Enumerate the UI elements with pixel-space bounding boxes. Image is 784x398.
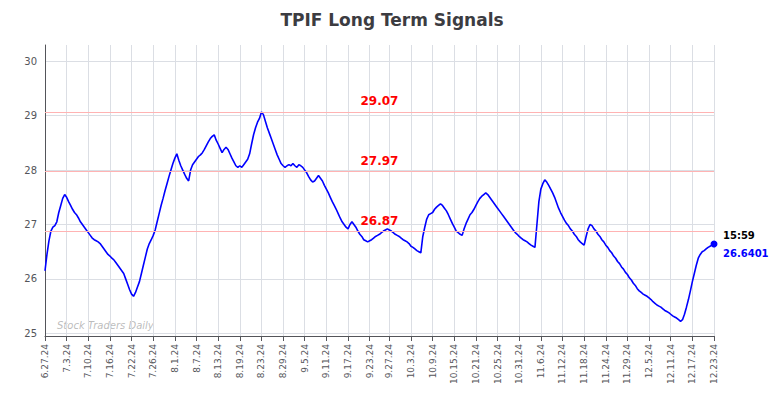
svg-text:11.24.24: 11.24.24 xyxy=(601,344,611,384)
svg-text:8.13.24: 8.13.24 xyxy=(213,344,223,379)
svg-text:26.6401: 26.6401 xyxy=(723,248,769,259)
svg-text:9.11.24: 9.11.24 xyxy=(321,344,331,379)
svg-text:27.97: 27.97 xyxy=(361,154,399,168)
svg-text:8.1.24: 8.1.24 xyxy=(170,344,180,373)
svg-text:26: 26 xyxy=(24,273,37,284)
svg-text:25: 25 xyxy=(24,328,37,339)
svg-text:15:59: 15:59 xyxy=(723,230,755,241)
svg-text:10.25.24: 10.25.24 xyxy=(493,344,503,384)
svg-text:26.87: 26.87 xyxy=(361,214,399,228)
svg-text:29.07: 29.07 xyxy=(361,94,399,108)
svg-text:7.26.24: 7.26.24 xyxy=(148,344,158,379)
svg-text:9.23.24: 9.23.24 xyxy=(365,344,375,379)
svg-text:10.15.24: 10.15.24 xyxy=(449,344,459,384)
svg-text:7.10.24: 7.10.24 xyxy=(83,344,93,379)
svg-text:10.9.24: 10.9.24 xyxy=(428,344,438,379)
svg-text:9.17.24: 9.17.24 xyxy=(343,344,353,379)
svg-text:8.19.24: 8.19.24 xyxy=(235,344,245,379)
svg-text:12.23.24: 12.23.24 xyxy=(709,344,719,384)
svg-text:8.23.24: 8.23.24 xyxy=(256,344,266,379)
svg-text:11.29.24: 11.29.24 xyxy=(622,344,632,384)
svg-text:12.11.24: 12.11.24 xyxy=(666,344,676,384)
svg-text:6.27.24: 6.27.24 xyxy=(40,344,50,379)
svg-text:12.5.24: 12.5.24 xyxy=(644,344,654,379)
svg-text:11.18.24: 11.18.24 xyxy=(579,344,589,384)
svg-text:11.6.24: 11.6.24 xyxy=(536,344,546,379)
svg-text:TPIF Long Term Signals: TPIF Long Term Signals xyxy=(280,10,503,30)
svg-text:11.12.24: 11.12.24 xyxy=(557,344,567,384)
svg-text:12.17.24: 12.17.24 xyxy=(687,344,697,384)
svg-text:10.31.24: 10.31.24 xyxy=(514,344,524,384)
svg-text:29: 29 xyxy=(24,110,37,121)
svg-text:7.16.24: 7.16.24 xyxy=(105,344,115,379)
svg-text:9.27.24: 9.27.24 xyxy=(384,344,394,379)
svg-text:9.5.24: 9.5.24 xyxy=(300,344,310,373)
svg-text:10.21.24: 10.21.24 xyxy=(471,344,481,384)
svg-text:7.22.24: 7.22.24 xyxy=(127,344,137,379)
svg-text:7.3.24: 7.3.24 xyxy=(62,344,72,373)
svg-text:10.3.24: 10.3.24 xyxy=(406,344,416,379)
svg-text:8.29.24: 8.29.24 xyxy=(278,344,288,379)
svg-text:Stock Traders Daily: Stock Traders Daily xyxy=(57,320,155,331)
svg-text:27: 27 xyxy=(24,219,37,230)
svg-text:8.7.24: 8.7.24 xyxy=(192,344,202,373)
svg-text:28: 28 xyxy=(24,165,37,176)
svg-text:30: 30 xyxy=(24,56,37,67)
